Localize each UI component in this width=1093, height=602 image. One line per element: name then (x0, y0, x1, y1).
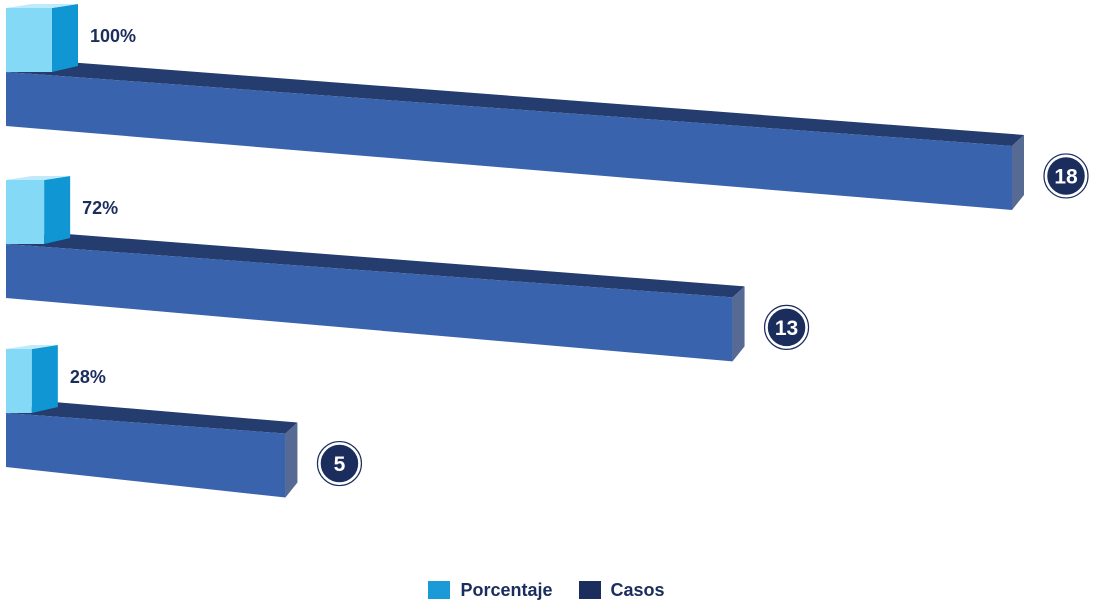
casos-badge-ring (1043, 153, 1089, 199)
casos-label: 18 (1054, 165, 1078, 188)
porcentaje-label: 100% (90, 26, 136, 46)
casos-bar-side (1012, 134, 1024, 210)
bar-chart: 100% 18 72% 13 28% 5 (6, 4, 1089, 498)
legend-swatch-porcentaje (428, 581, 451, 599)
casos-bar-top (6, 402, 298, 434)
casos-bar (6, 413, 286, 498)
casos-label: 5 (334, 453, 346, 476)
casos-badge (1044, 154, 1088, 198)
casos-badge (765, 306, 808, 349)
casos-bar-side (732, 286, 745, 362)
legend-swatch-casos (578, 581, 601, 599)
porcentaje-bar-side (44, 176, 71, 244)
legend-item-porcentaje: Porcentaje (428, 579, 553, 601)
porcentaje-label: 28% (70, 367, 106, 387)
porcentaje-bar-side (52, 4, 78, 72)
legend-item-casos: Casos (578, 579, 665, 601)
chart-legend: Porcentaje Casos (0, 578, 1093, 602)
legend-label-porcentaje: Porcentaje (460, 579, 553, 600)
porcentaje-label: 72% (82, 198, 118, 218)
casos-bar-top (6, 61, 1024, 146)
porcentaje-bar-top (6, 345, 58, 349)
porcentaje-bar-side (31, 345, 58, 413)
legend-label-casos: Casos (610, 579, 665, 600)
casos-badge-ring (316, 440, 363, 487)
casos-bar-top (6, 233, 745, 298)
porcentaje-bar (6, 8, 52, 72)
porcentaje-bar (6, 349, 32, 413)
casos-badge-ring (763, 304, 810, 351)
porcentaje-bar-top (6, 4, 78, 8)
casos-bar (6, 244, 733, 362)
casos-label: 13 (775, 317, 798, 340)
porcentaje-bar-top (6, 176, 71, 180)
casos-bar (6, 72, 1012, 210)
casos-bar-side (285, 422, 298, 498)
casos-badge (318, 442, 361, 485)
porcentaje-bar (6, 180, 45, 244)
